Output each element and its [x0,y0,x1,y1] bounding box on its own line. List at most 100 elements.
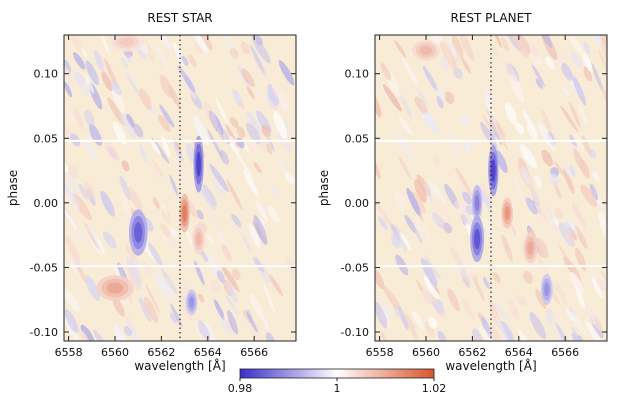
y-tick-label: -0.10 [30,326,58,339]
panel-rest-star: REST STAR 6558 6560 6562 6564 6566 0.10 0.05 0.… [6,11,297,373]
noise-streak [119,111,136,140]
noise-streak [66,253,83,283]
noise-streak [226,281,238,304]
noise-streak [479,189,492,214]
noise-streak [152,196,160,209]
heatmap-layer [64,35,296,341]
noise-streak [443,222,453,234]
noise-streak [394,189,406,211]
noise-streak [172,161,190,189]
noise-streak [447,288,460,312]
noise-streak [561,85,569,96]
noise-streak [78,329,89,341]
noise-streak [554,182,562,200]
noise-streak [428,179,446,205]
noise-streak [381,299,390,320]
plot-frame [63,34,297,342]
noise-streak [400,94,413,120]
noise-streak [584,302,596,326]
noise-streak [444,91,455,104]
noise-streak [221,265,240,292]
x-tick-label: 6560 [101,346,129,359]
noise-streak [404,215,417,234]
noise-streak [93,330,106,341]
noise-streak [72,70,90,98]
colorbar-tick-label: 0.98 [228,382,253,394]
noise-streak [227,309,239,335]
noise-streak [412,311,425,330]
noise-streak [423,275,440,300]
noise-streak [234,150,253,179]
noise-streak [449,42,461,66]
noise-streak [589,183,599,201]
noise-streak [101,71,113,92]
noise-streak [398,156,412,180]
noise-streak [138,88,152,110]
noise-streak [551,216,560,228]
noise-streak [248,223,261,248]
noise-streak [490,325,505,341]
noise-streak [271,83,289,107]
noise-streak [440,56,449,70]
noise-streak [580,159,590,179]
noise-streak [113,264,122,280]
noise-streak [499,320,515,341]
noise-streak [396,132,414,163]
noise-streak [563,256,581,281]
noise-streak [414,227,423,244]
noise-streak [273,111,288,140]
noise-streak [267,83,280,107]
noise-streak [436,95,444,109]
noise-streak [259,92,266,103]
y-tick-label: -0.05 [30,261,58,274]
noise-streak [406,187,421,216]
noise-streak [72,193,92,221]
noise-streak [213,299,225,321]
x-tick-label: 6566 [551,346,579,359]
noise-streak [64,95,75,124]
panel-rest-planet: REST PLANET 6558 6560 6562 6564 6566 0.10 0.05… [317,11,608,373]
noise-streak [509,73,525,103]
noise-streak [569,101,581,128]
noise-streak [598,49,607,78]
noise-streak [249,293,264,319]
noise-streak [250,45,266,75]
noise-streak [460,56,471,74]
noise-streak [207,128,223,159]
noise-streak [459,114,469,126]
noise-streak [531,64,545,87]
noise-streak [122,71,132,82]
noise-streak [173,141,184,163]
noise-streak [229,116,239,128]
noise-streak [515,122,525,134]
noise-streak [266,143,273,155]
noise-streak [486,115,492,126]
x-tick-label: 6558 [366,346,394,359]
noise-streak [84,182,95,200]
noise-streak [382,84,402,112]
noise-streak [265,332,276,341]
noise-streak [112,296,125,317]
x-tick-label: 6566 [240,346,268,359]
noise-streak [599,36,607,68]
noise-streak [574,225,588,250]
heatmap-layer [375,35,607,341]
noise-streak [513,175,526,205]
noise-streak [187,198,199,219]
noise-streak [219,149,230,165]
noise-streak [414,96,428,115]
noise-streak [194,35,208,53]
noise-streak [375,202,394,231]
noise-streak [554,161,565,176]
noise-streak [128,187,143,211]
emission-feature [118,37,135,46]
noise-streak [73,106,85,130]
y-tick-label: 0.10 [345,68,370,81]
noise-streak [64,179,73,207]
noise-streak [523,270,533,284]
noise-streak [478,325,492,341]
x-tick-label: 6564 [194,346,222,359]
noise-streak [460,267,471,289]
x-axis-label: wavelength [Å] [445,358,536,373]
